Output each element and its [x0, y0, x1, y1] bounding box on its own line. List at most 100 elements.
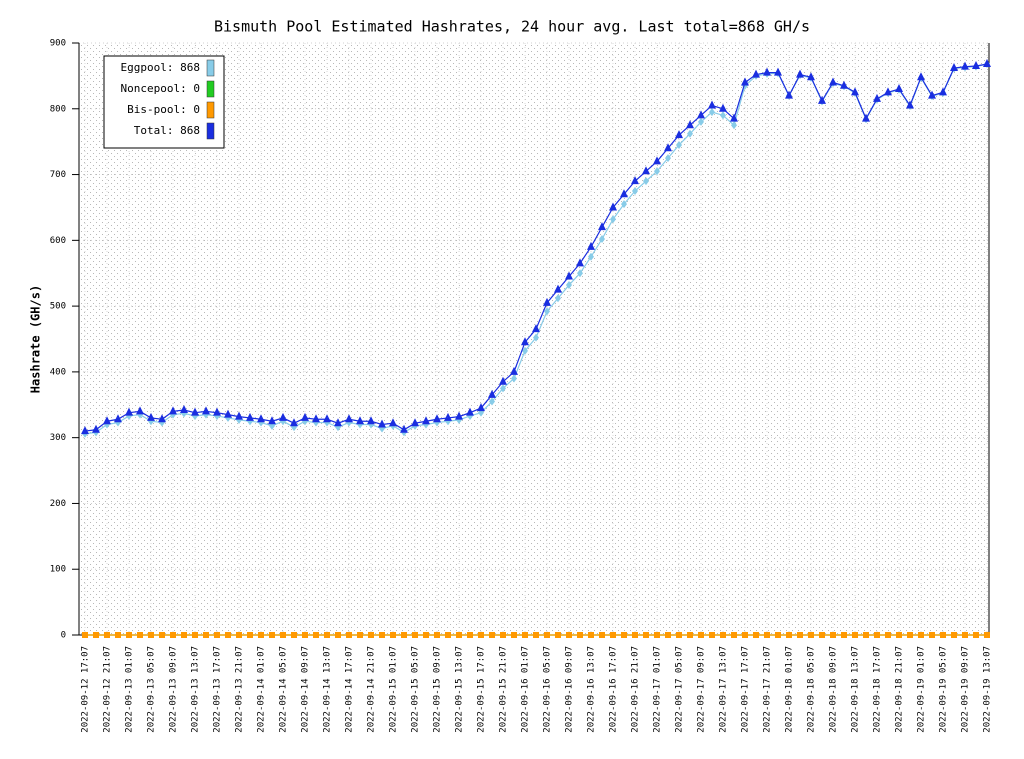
x-tick-label: 2022-09-13 13:07: [191, 646, 201, 733]
point: [401, 632, 407, 638]
x-tick-label: 2022-09-15 05:07: [411, 646, 421, 733]
point: [81, 426, 89, 435]
x-tick-label: 2022-09-13 17:07: [213, 646, 223, 733]
point: [665, 154, 671, 163]
point: [192, 632, 198, 638]
point: [422, 416, 430, 425]
point: [213, 407, 221, 416]
point: [466, 407, 474, 416]
x-tick-label: 2022-09-17 13:07: [719, 646, 729, 733]
x-tick-label: 2022-09-16 17:07: [609, 646, 619, 733]
point: [444, 412, 452, 421]
point: [972, 61, 980, 70]
point: [114, 414, 122, 423]
y-tick-label: 400: [50, 367, 66, 377]
point: [367, 416, 375, 425]
x-tick-label: 2022-09-14 05:07: [279, 646, 289, 733]
point: [588, 252, 594, 261]
point: [599, 632, 605, 638]
point: [346, 632, 352, 638]
point: [126, 632, 132, 638]
point: [709, 632, 715, 638]
point: [796, 69, 804, 78]
point: [125, 407, 133, 416]
legend-swatch: [206, 59, 215, 77]
x-tick-label: 2022-09-17 21:07: [763, 646, 773, 733]
point: [268, 416, 276, 425]
point: [753, 632, 759, 638]
x-tick-label: 2022-09-13 09:07: [169, 646, 179, 733]
y-tick-label: 900: [50, 39, 66, 49]
point: [269, 632, 275, 638]
x-tick-label: 2022-09-16 21:07: [631, 646, 641, 733]
point: [544, 632, 550, 638]
x-tick-label: 2022-09-18 21:07: [895, 646, 905, 733]
point: [566, 632, 572, 638]
point: [170, 632, 176, 638]
point: [522, 346, 528, 355]
point: [467, 632, 473, 638]
point: [488, 389, 496, 398]
point: [323, 414, 331, 423]
point: [774, 67, 782, 76]
point: [720, 111, 726, 120]
point: [874, 632, 880, 638]
point: [181, 632, 187, 638]
point: [335, 632, 341, 638]
point: [665, 632, 671, 638]
point: [620, 189, 628, 198]
x-tick-label: 2022-09-19 01:07: [917, 646, 927, 733]
point: [214, 632, 220, 638]
point: [324, 632, 330, 638]
point: [532, 324, 540, 333]
point: [917, 72, 925, 81]
point: [357, 632, 363, 638]
legend-label: Total: 868: [134, 124, 200, 137]
point: [345, 414, 353, 423]
point: [775, 632, 781, 638]
point: [687, 632, 693, 638]
point: [609, 202, 617, 211]
point: [169, 406, 177, 415]
point: [643, 632, 649, 638]
x-tick-label: 2022-09-16 01:07: [521, 646, 531, 733]
point: [202, 406, 210, 415]
point: [863, 632, 869, 638]
point: [246, 412, 254, 421]
point: [334, 418, 342, 427]
point: [720, 632, 726, 638]
point: [928, 90, 936, 99]
point: [565, 271, 573, 280]
point: [676, 140, 682, 149]
point: [632, 187, 638, 195]
point: [664, 143, 672, 152]
point: [368, 632, 374, 638]
x-tick-label: 2022-09-18 13:07: [851, 646, 861, 733]
point: [852, 632, 858, 638]
point: [445, 632, 451, 638]
point: [115, 632, 121, 638]
point: [610, 215, 616, 224]
y-tick-label: 800: [50, 104, 66, 114]
point: [973, 632, 979, 638]
point: [862, 113, 870, 122]
x-tick-label: 2022-09-17 09:07: [697, 646, 707, 733]
x-tick-label: 2022-09-16 09:07: [565, 646, 575, 733]
point: [489, 397, 495, 406]
point: [599, 235, 605, 244]
point: [191, 407, 199, 416]
legend-swatch: [206, 101, 215, 119]
point: [158, 414, 166, 423]
point: [741, 77, 749, 86]
point: [566, 281, 572, 290]
point: [577, 269, 583, 278]
legend-label: Noncepool: 0: [121, 82, 200, 95]
point: [939, 87, 947, 96]
point: [654, 167, 660, 176]
point: [577, 632, 583, 638]
point: [423, 632, 429, 638]
x-tick-label: 2022-09-12 21:07: [103, 646, 113, 733]
point: [698, 632, 704, 638]
point: [137, 632, 143, 638]
point: [929, 632, 935, 638]
